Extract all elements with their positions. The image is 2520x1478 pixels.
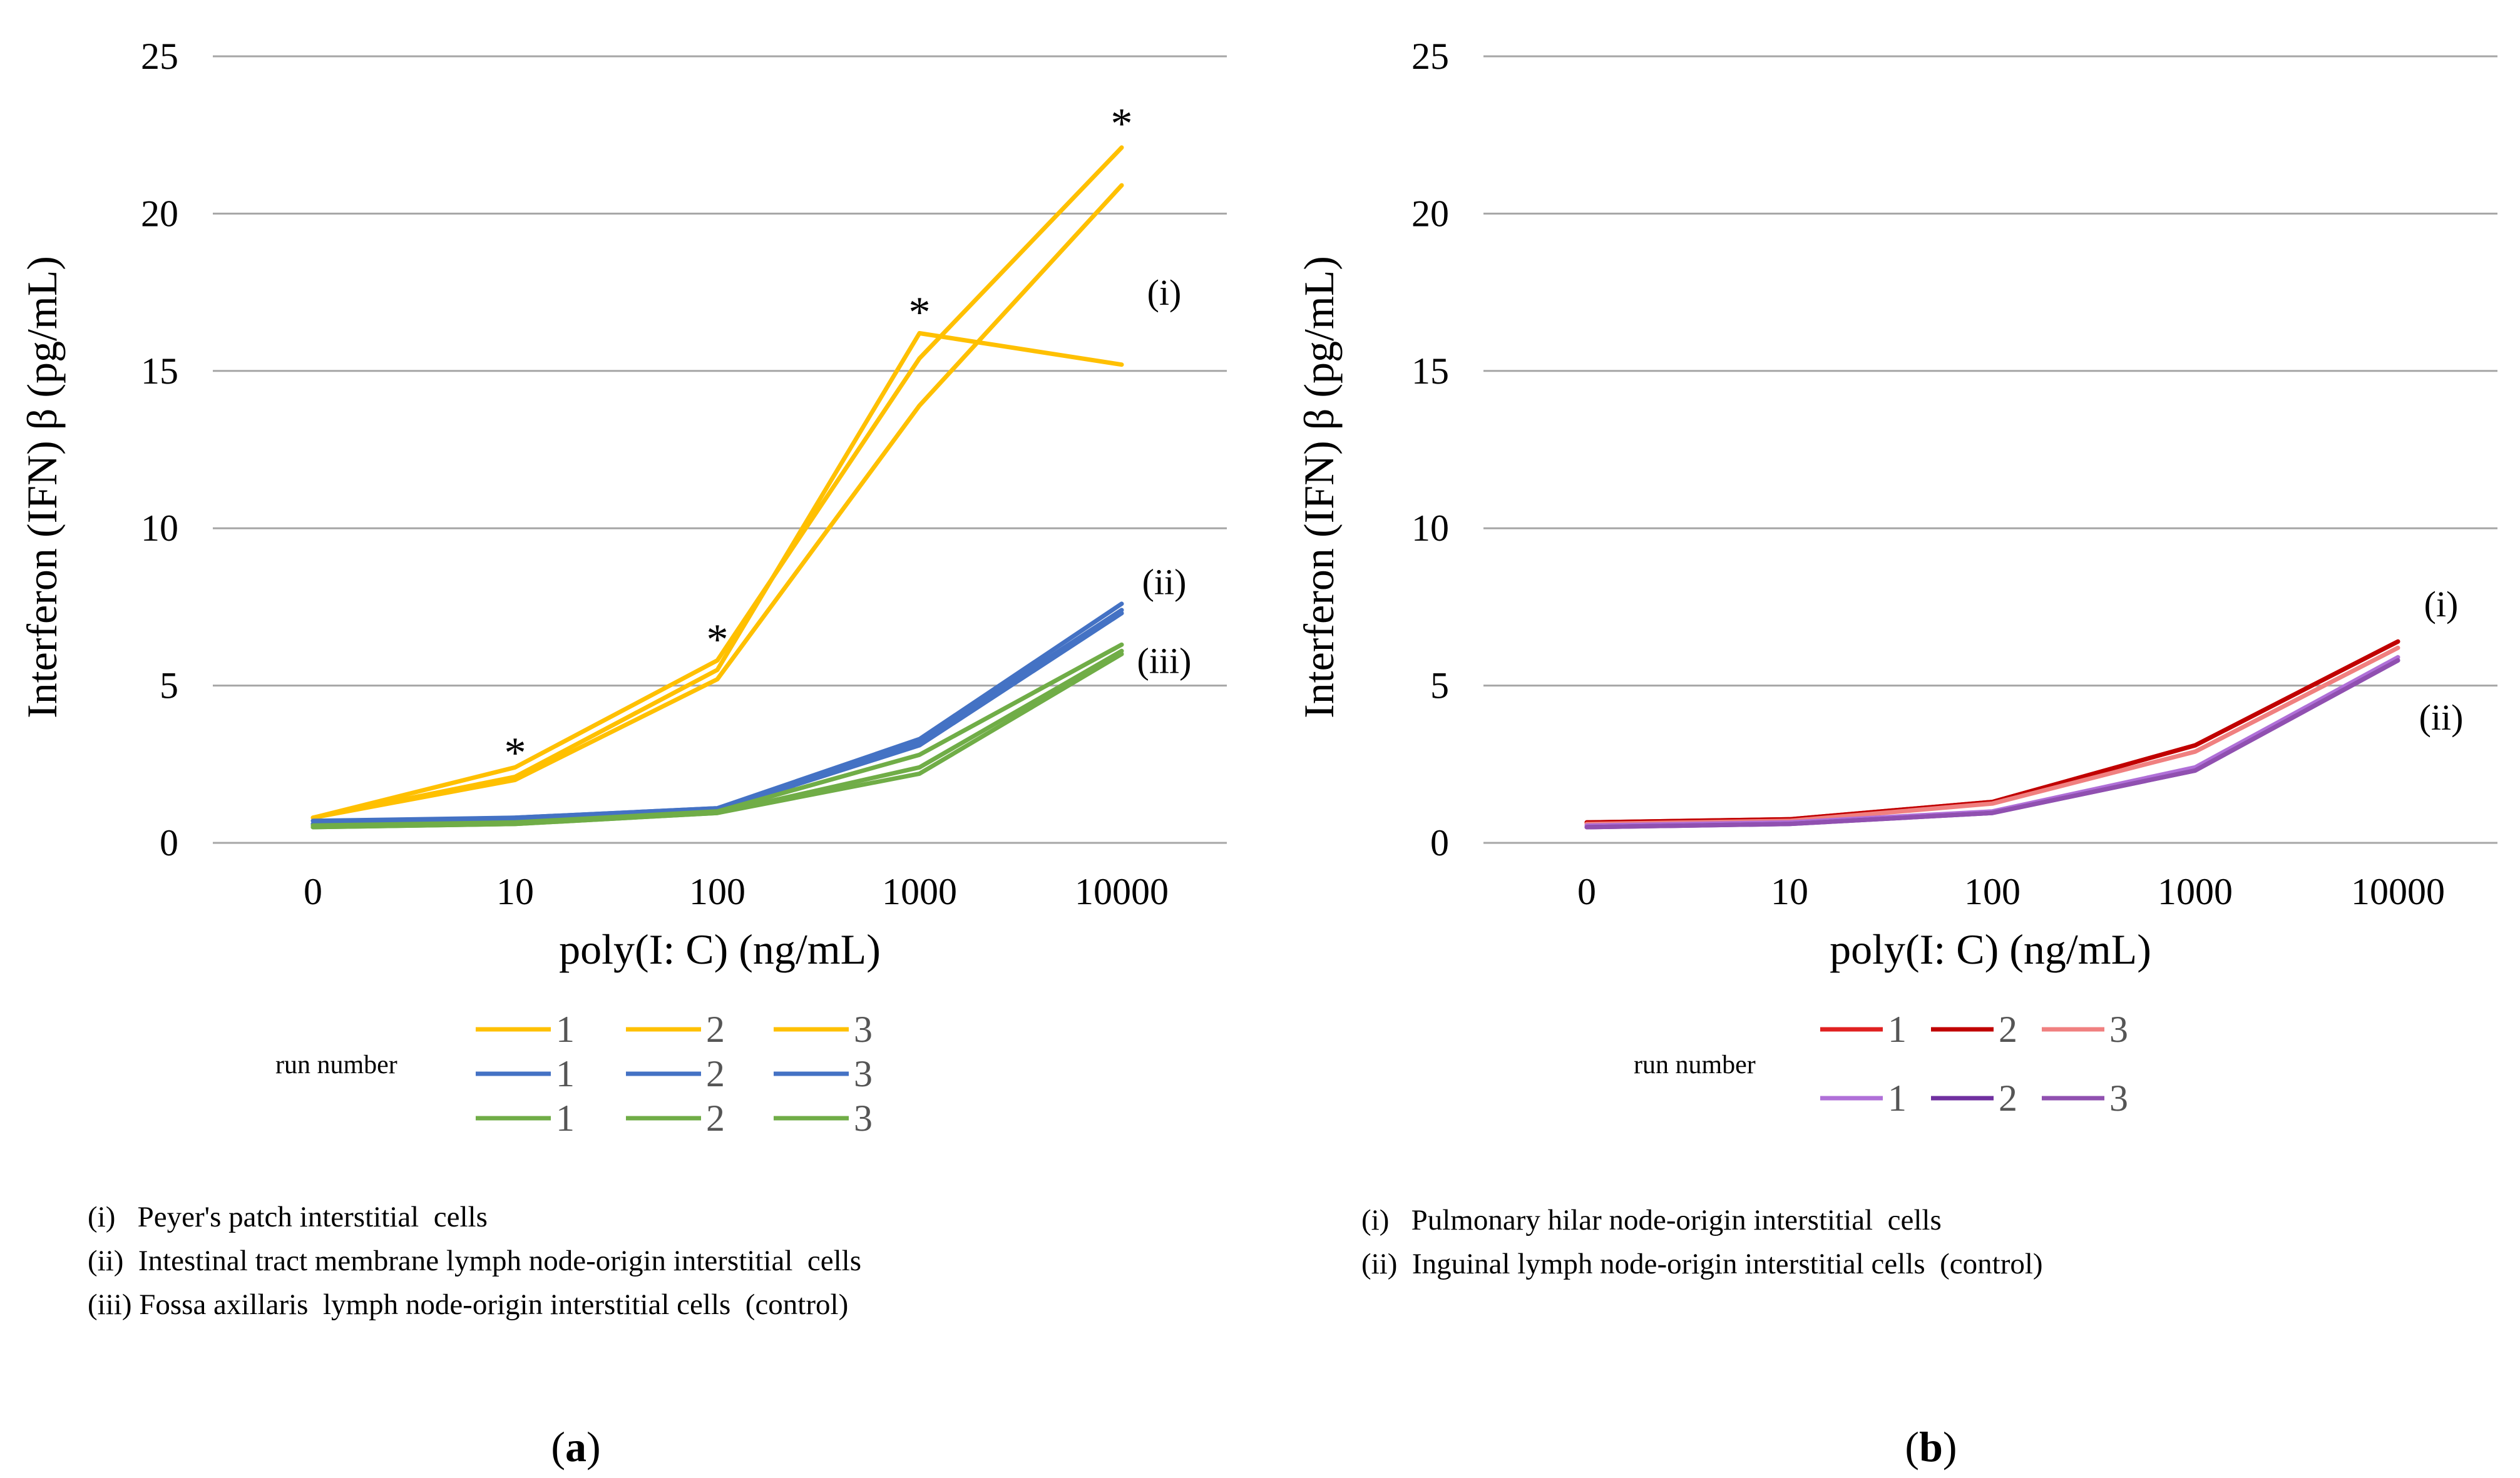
x-tick-label: 1000 — [882, 871, 957, 912]
group-annotation: (iii) — [1137, 640, 1192, 681]
y-axis-title: Interferon (IFN) β (pg/mL) — [1295, 256, 1343, 718]
legend-entry-label: 2 — [706, 1053, 725, 1094]
x-tick-label: 10000 — [1075, 871, 1169, 912]
group-note: (iii) Fossa axillaris lymph node-origin … — [88, 1288, 848, 1321]
legend-entry-label: 3 — [2109, 1078, 2128, 1119]
series-line-ii-run-3 — [1584, 658, 2400, 830]
x-axis-title: poly(I: C) (ng/mL) — [559, 925, 881, 973]
x-tick-label: 100 — [689, 871, 745, 912]
y-tick-label: 20 — [1411, 193, 1449, 234]
series-line-i-run-3 — [1584, 645, 2400, 827]
legend-entry-label: 1 — [556, 1009, 575, 1050]
y-tick-label: 15 — [141, 350, 178, 392]
series-line-i-run-2 — [310, 145, 1124, 820]
panel-label-close: ) — [586, 1423, 601, 1470]
panel-label: (b) — [1905, 1423, 1957, 1470]
panel-label-letter: a — [565, 1423, 586, 1470]
legend-entry-label: 2 — [1999, 1009, 2017, 1050]
y-tick-label: 25 — [1411, 36, 1449, 77]
series-line-i-run-1 — [310, 331, 1124, 820]
group-note: (ii) Intestinal tract membrane lymph nod… — [88, 1245, 861, 1277]
panel-label: (a) — [551, 1423, 600, 1470]
group-note: (i) Peyer's patch interstitial cells — [88, 1201, 488, 1233]
legend-entry-label: 3 — [854, 1009, 873, 1050]
significance-star: * — [1111, 100, 1133, 148]
group-annotation: (ii) — [2419, 697, 2464, 738]
series-line-i-run-1 — [1584, 639, 2400, 825]
x-tick-label: 100 — [1964, 871, 2021, 912]
legend-title: run number — [1634, 1051, 1756, 1079]
group-annotation: (i) — [1147, 272, 1182, 313]
legend-title: run number — [275, 1051, 397, 1079]
series-line-i-run-3 — [310, 183, 1124, 820]
y-tick-label: 5 — [160, 665, 178, 706]
significance-star: * — [505, 729, 526, 777]
x-tick-label: 0 — [304, 871, 322, 912]
y-tick-label: 10 — [141, 507, 178, 549]
legend-entry-label: 1 — [1888, 1009, 1907, 1050]
y-tick-label: 0 — [160, 822, 178, 864]
group-note: (i) Pulmonary hilar node-origin intersti… — [1361, 1204, 1942, 1236]
panel-label-open: ( — [1905, 1423, 1919, 1470]
legend-entry-label: 2 — [1999, 1078, 2017, 1119]
group-annotation: (ii) — [1142, 562, 1187, 603]
group-note: (ii) Inguinal lymph node-origin intersti… — [1361, 1248, 2043, 1280]
legend-entry-label: 1 — [556, 1053, 575, 1094]
legend-entry-label: 3 — [854, 1098, 873, 1139]
legend-entry-label: 1 — [1888, 1078, 1907, 1119]
y-tick-label: 0 — [1430, 822, 1449, 864]
x-axis-title: poly(I: C) (ng/mL) — [1830, 925, 2151, 973]
significance-star: * — [707, 616, 729, 664]
significance-star: * — [909, 288, 931, 337]
legend-entry-label: 1 — [556, 1098, 575, 1139]
x-tick-label: 0 — [1577, 871, 1596, 912]
x-tick-label: 10000 — [2351, 871, 2445, 912]
x-tick-label: 1000 — [2158, 871, 2233, 912]
panel-label-letter: b — [1919, 1423, 1943, 1470]
y-tick-label: 15 — [1411, 350, 1449, 392]
legend-entry-label: 3 — [854, 1053, 873, 1094]
panel-a: 0 5 10 15 20 25 0 10 100 1000 10000 poly(I: C) (ng/… — [18, 36, 1227, 1470]
series-line-i-run-2 — [1584, 639, 2400, 825]
panel-b: 0 5 10 15 20 25 0 10 100 1000 10000 poly(I: C) (ng/… — [1295, 36, 2497, 1470]
legend-entry-label: 2 — [706, 1098, 725, 1139]
x-tick-label: 10 — [496, 871, 534, 912]
y-tick-label: 5 — [1430, 665, 1449, 706]
panel-label-close: ) — [1943, 1423, 1957, 1470]
y-tick-label: 20 — [141, 193, 178, 234]
x-tick-label: 10 — [1771, 871, 1808, 912]
y-tick-label: 25 — [141, 36, 178, 77]
legend-entry-label: 3 — [2109, 1009, 2128, 1050]
y-tick-label: 10 — [1411, 507, 1449, 549]
series-line-iii-run-3 — [310, 651, 1124, 830]
group-annotation: (i) — [2424, 584, 2459, 624]
y-axis-title: Interferon (IFN) β (pg/mL) — [18, 256, 66, 718]
panel-label-open: ( — [551, 1423, 565, 1470]
legend-entry-label: 2 — [706, 1009, 725, 1050]
